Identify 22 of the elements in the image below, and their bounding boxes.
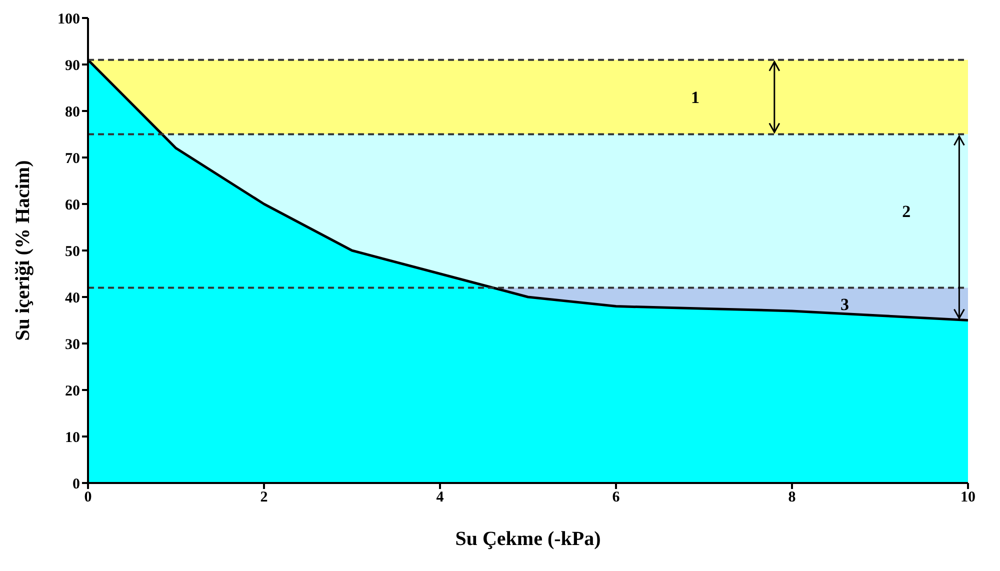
y-tick-label: 70 [65, 150, 80, 167]
y-tick-label: 10 [65, 430, 80, 446]
x-tick-label: 8 [788, 490, 796, 506]
y-tick-label: 20 [65, 383, 80, 400]
x-tick-label: 6 [612, 490, 620, 506]
x-tick-label: 10 [960, 490, 976, 506]
x-tick-label: 2 [260, 490, 268, 506]
band-label: 1 [690, 88, 700, 107]
band-label: 3 [840, 294, 850, 314]
y-tick-label: 50 [65, 244, 80, 260]
y-tick-label: 90 [65, 58, 80, 74]
y-axis-title: Su içeriği (% Hacim) [12, 160, 34, 341]
y-tick-label: 60 [65, 197, 80, 214]
y-tick-label: 100 [58, 11, 80, 28]
band-label: 2 [902, 202, 911, 221]
x-tick-label: 4 [436, 490, 444, 506]
y-tick-label: 80 [65, 104, 80, 120]
y-tick-label: 40 [65, 290, 80, 306]
x-tick-label: 0 [84, 490, 92, 506]
x-axis-title: Su Çekme (-kPa) [455, 528, 601, 550]
y-tick-label: 0 [72, 476, 80, 492]
y-tick-label: 30 [65, 336, 80, 353]
